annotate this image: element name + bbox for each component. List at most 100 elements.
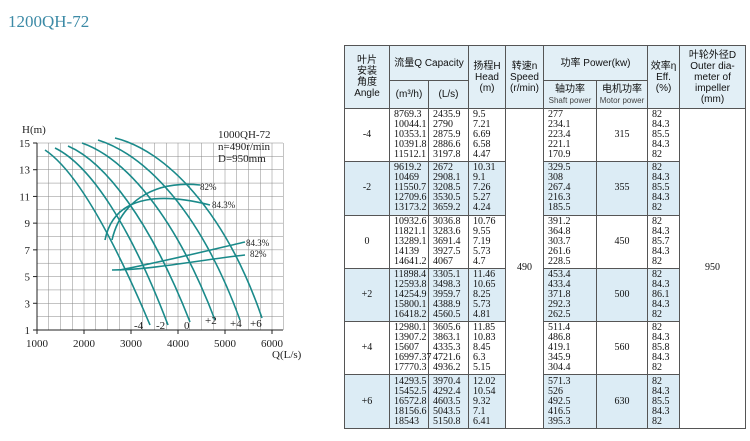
value: 4.24 — [473, 202, 491, 214]
value: 5.15 — [473, 362, 491, 374]
value: 4335.3 — [433, 342, 461, 354]
value-cell: 12980.1 13907.2 15607 16997.37 17770.3 — [389, 321, 432, 376]
value: 571.3 — [548, 375, 571, 387]
value: 3197.8 — [433, 149, 461, 161]
header-line: Outer dia- — [690, 60, 735, 72]
value: 7.21 — [473, 119, 491, 131]
header-line: 转速n — [511, 60, 538, 72]
value: 11898.4 — [394, 269, 427, 281]
y-tick-label: 1 — [25, 325, 31, 337]
value: 10391.8 — [394, 139, 427, 151]
x-tick-label: 2000 — [73, 338, 96, 350]
efficiency-curve — [119, 241, 246, 271]
header-motor: 电机功率 Motor power — [595, 80, 649, 109]
header-head: 扬程H Head (m) — [468, 45, 506, 109]
header-shaft: 轴功率 Shaft power — [543, 80, 597, 109]
value: 10.76 — [473, 215, 496, 227]
header-line: (m) — [479, 82, 495, 94]
value: 9.5 — [473, 109, 486, 121]
efficiency-label: 84.3% — [246, 238, 270, 248]
value: 14641.2 — [394, 255, 427, 267]
value: 433.4 — [548, 279, 571, 291]
value-cell: 571.3 526 492.5 416.5 395.3 — [543, 374, 597, 429]
value: 329.5 — [548, 162, 571, 174]
header-capacity: 流量Q Capacity — [389, 45, 469, 81]
value: 486.8 — [548, 332, 571, 344]
curve-label: +6 — [250, 318, 262, 330]
value: 14139 — [394, 245, 419, 257]
curve-label: -2 — [156, 320, 165, 332]
value: 85.8 — [652, 342, 670, 354]
value: 2435.9 — [433, 109, 461, 121]
value-cell: 82 84.3 85.8 84.3 82 — [647, 321, 681, 376]
efficiency-label: 84.3% — [212, 200, 236, 210]
value: 3863.1 — [433, 332, 461, 344]
value: 84.3 — [652, 332, 670, 344]
info: 1000QH-72 — [218, 129, 271, 141]
value: 2790 — [433, 119, 453, 131]
value: 371.8 — [548, 289, 571, 301]
x-tick-label: 6000 — [261, 338, 284, 350]
header-line: 效率η — [650, 60, 677, 72]
value: 10044.1 — [394, 119, 427, 131]
value-cell: 11898.4 12593.8 14254.9 15800.1 16418.2 — [389, 267, 429, 323]
efficiency-curve — [111, 254, 246, 271]
header-diameter: 叶轮外径D Outer dia-meter of impeller (mm) — [679, 45, 747, 109]
value: 228.5 — [548, 255, 571, 267]
y-axis-label: H(m) — [22, 124, 46, 136]
value: 950 — [705, 262, 721, 274]
y-tick-label: 3 — [25, 298, 31, 310]
value: 15607 — [394, 342, 419, 354]
value-cell: 329.5 308 267.4 216.3 185.5 — [543, 161, 597, 216]
y-tick-label: 13 — [19, 165, 31, 177]
value: 303.7 — [548, 235, 571, 247]
header-line: meter of — [694, 71, 731, 83]
value: 315 — [614, 129, 630, 141]
value: 8769.3 — [394, 109, 422, 121]
angle-curve — [81, 142, 216, 321]
motor-cell: 630 — [595, 374, 649, 429]
y-tick-label: 5 — [25, 272, 31, 284]
value: 4936.2 — [433, 362, 461, 374]
header-line: impeller — [695, 82, 731, 94]
value-cell: 277 234.1 223.4 221.1 170.9 — [543, 107, 597, 163]
header-line: 轴功率 — [555, 83, 585, 95]
value: 84.3 — [652, 279, 670, 291]
value: 3691.4 — [433, 235, 461, 247]
value: +6 — [361, 395, 373, 407]
header-power: 功率 Power(kw) — [542, 45, 649, 81]
value: 5.27 — [473, 192, 491, 204]
value: 9.1 — [473, 172, 486, 184]
value: 185.5 — [548, 202, 571, 214]
x-tick-label: 5000 — [214, 338, 237, 350]
header-line: 电机功率 — [602, 83, 642, 95]
value: 4292.4 — [433, 385, 461, 397]
value-cell: 82 84.3 85.5 84.3 82 — [647, 161, 681, 216]
value: 2875.9 — [433, 129, 461, 141]
value: 7.26 — [473, 182, 491, 194]
value: 13173.2 — [394, 202, 427, 214]
value-cell: 82 84.3 85.5 84.3 82 — [647, 374, 681, 429]
value: 14293.5 — [394, 375, 427, 387]
info: n=490r/min — [218, 141, 271, 153]
value: 84.3 — [652, 352, 670, 364]
value: 16997.37 — [394, 352, 432, 364]
header-line: 安装 — [357, 66, 377, 77]
header-line: 叶片 — [357, 55, 377, 66]
value: 3036.8 — [433, 215, 461, 227]
value: 526 — [548, 385, 563, 397]
value: 82 — [652, 269, 663, 281]
value: 15800.1 — [394, 299, 427, 311]
value: 419.1 — [548, 342, 571, 354]
performance-table: 叶片 安装 角度 Angle 流量Q Capacity 扬程H Head (m) 转速n S… — [344, 45, 747, 429]
value: 4560.5 — [433, 309, 461, 321]
efficiency-label: 82% — [250, 249, 267, 259]
header-speed: 转速n Speed (r/min) — [505, 45, 544, 109]
value: 13289.1 — [394, 235, 427, 247]
info: D=950mm — [218, 153, 266, 165]
curves — [44, 137, 263, 326]
value: 11512.1 — [394, 149, 427, 161]
value: 170.9 — [548, 149, 571, 161]
